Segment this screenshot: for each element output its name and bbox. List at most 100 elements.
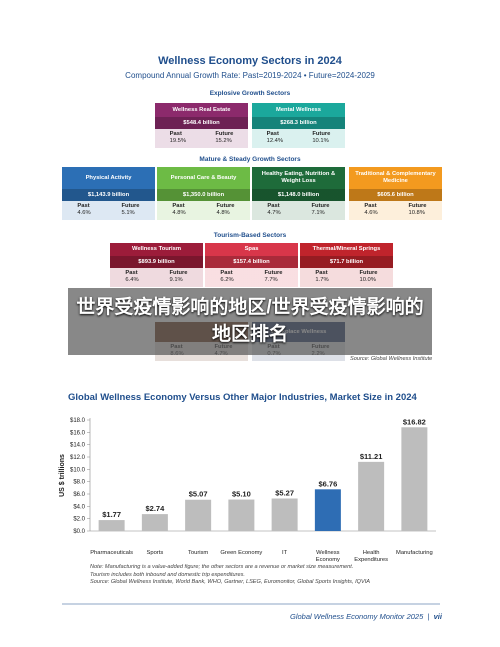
y-tick-label: $6.0 [73, 492, 85, 498]
growth-cell: Past 12.4% [267, 131, 283, 148]
sector-name: Healthy Eating, Nutrition & Weight Loss [261, 171, 336, 184]
growth-value: 12.4% [266, 137, 284, 144]
growth-cell: Past 6.4% [125, 270, 138, 287]
y-axis-label: US $ trillions [59, 454, 66, 497]
sector-value: $1,148.0 billion [277, 192, 320, 198]
growth-cell: Future 9.1% [170, 270, 188, 287]
sector-box: Traditional & Complementary Medicine $605… [349, 167, 442, 220]
sector-box: Wellness Real Estate $548.4 billion Past 19… [155, 103, 248, 148]
value-label: $1.77 [102, 510, 121, 519]
sector-box: Thermal/Mineral Springs $71.7 billion Past… [300, 243, 393, 287]
bar [358, 461, 385, 531]
y-tick-label: $16.0 [70, 430, 86, 436]
value-label: $6.76 [318, 479, 337, 488]
sector-box: Personal Care & Beauty $1,350.0 billion Pa… [157, 167, 250, 220]
growth-row: Past 19.5% Future 15.2% [155, 129, 248, 148]
value-label: $11.21 [360, 452, 383, 461]
title: Wellness Economy Sectors in 2024 [158, 55, 342, 67]
sector-value: $605.6 billion [377, 192, 414, 198]
sector-value: $71.7 billion [329, 259, 364, 265]
growth-value: 6.2% [220, 276, 234, 283]
growth-label: Past [77, 203, 90, 209]
y-tick-label: $8.0 [73, 480, 85, 486]
chart-title: Global Wellness Economy Versus Other Maj… [68, 392, 417, 403]
growth-row: Past 4.8% Future 4.8% [157, 201, 250, 220]
growth-row: Past 12.4% Future 10.1% [252, 129, 345, 148]
growth-label: Past [169, 131, 182, 137]
sector-value: $1,143.9 billion [87, 192, 130, 198]
sector-box: Healthy Eating, Nutrition & Weight Loss $… [252, 167, 345, 220]
growth-row: Past 1.7% Future 10.0% [300, 268, 393, 287]
sector-header: Traditional & Complementary Medicine [349, 167, 442, 189]
growth-label: Past [266, 131, 279, 137]
growth-label: Future [312, 131, 331, 137]
growth-label: Future [264, 270, 283, 276]
sector-value-row: $1,148.0 billion [252, 189, 345, 201]
y-tick-label: $0.0 [73, 529, 85, 535]
growth-label: Past [267, 203, 280, 209]
growth-value: 6.4% [125, 276, 139, 283]
sector-value-row: $1,350.0 billion [157, 189, 250, 201]
growth-value: 9.1% [169, 276, 183, 283]
growth-row: Past 4.7% Future 7.1% [252, 201, 345, 220]
growth-cell: Past 1.7% [315, 270, 328, 287]
x-tick-label: Green Economy [220, 550, 263, 556]
y-tick-label: $14.0 [70, 443, 86, 449]
bar [271, 498, 298, 531]
growth-label: Future [216, 203, 235, 209]
sector-name: Wellness Tourism [131, 246, 182, 253]
sector-value: $1,350.0 billion [182, 192, 225, 198]
sector-name: Traditional & Complementary Medicine [355, 171, 436, 184]
value-label: $5.10 [232, 490, 251, 499]
growth-row: Past 6.2% Future 7.7% [205, 268, 298, 287]
sector-name: Thermal/Mineral Springs [312, 246, 381, 253]
sector-name: Personal Care & Beauty [170, 174, 237, 181]
subtitle: Compound Annual Growth Rate: Past=2019-2… [125, 71, 375, 80]
bar [228, 499, 255, 531]
growth-value: 19.5% [169, 137, 187, 144]
value-label: $2.74 [145, 504, 165, 513]
growth-row: Past 6.4% Future 9.1% [110, 268, 203, 287]
sector-value: $548.4 billion [183, 120, 220, 126]
growth-label: Future [408, 203, 427, 209]
section-title: Tourism-Based Sectors [213, 232, 287, 239]
growth-value: 15.2% [215, 137, 232, 144]
growth-row: Past 4.6% Future 5.1% [62, 201, 155, 220]
growth-value: 7.1% [311, 209, 325, 216]
growth-label: Past [220, 270, 233, 276]
growth-label: Future [359, 270, 378, 276]
sector-value: $268.3 billion [280, 120, 317, 126]
growth-label: Past [315, 270, 328, 276]
growth-cell: Past 4.7% [267, 203, 280, 220]
sector-name: Spas [244, 246, 259, 253]
growth-value: 4.8% [216, 209, 230, 216]
sector-name: Wellness Real Estate [172, 106, 231, 113]
sector-value-row: $548.4 billion [155, 117, 248, 129]
y-tick-label: $10.0 [70, 467, 86, 473]
sector-value-row: $1,143.9 billion [62, 189, 155, 201]
bar [314, 489, 341, 531]
bar [98, 520, 125, 531]
y-tick-label: $18.0 [70, 418, 86, 424]
growth-cell: Past 19.5% [170, 131, 186, 148]
growth-value: 5.1% [121, 209, 135, 216]
growth-value: 7.7% [264, 276, 278, 283]
growth-cell: Future 10.1% [312, 131, 330, 148]
growth-cell: Past 6.2% [220, 270, 233, 287]
growth-label: Past [172, 203, 185, 209]
growth-label: Future [311, 203, 330, 209]
overlay-banner: 世界受疫情影响的地区/世界受疫情影响的地区排名 [68, 288, 432, 355]
bar [401, 427, 428, 531]
growth-value: 4.8% [172, 209, 186, 216]
growth-label: Past [125, 270, 138, 276]
value-label: $16.82 [403, 417, 426, 426]
x-tick-label: Pharmaceuticals [90, 550, 134, 556]
sector-box: Wellness Tourism $893.9 billion Past 6.4% Fu… [110, 243, 203, 287]
x-tick-label: Tourism [187, 550, 209, 556]
growth-value: 4.6% [77, 209, 91, 216]
sector-header: Personal Care & Beauty [157, 167, 250, 189]
sector-header: Physical Activity [62, 167, 155, 189]
growth-cell: Past 4.8% [172, 203, 185, 220]
growth-value: 10.1% [312, 137, 329, 144]
